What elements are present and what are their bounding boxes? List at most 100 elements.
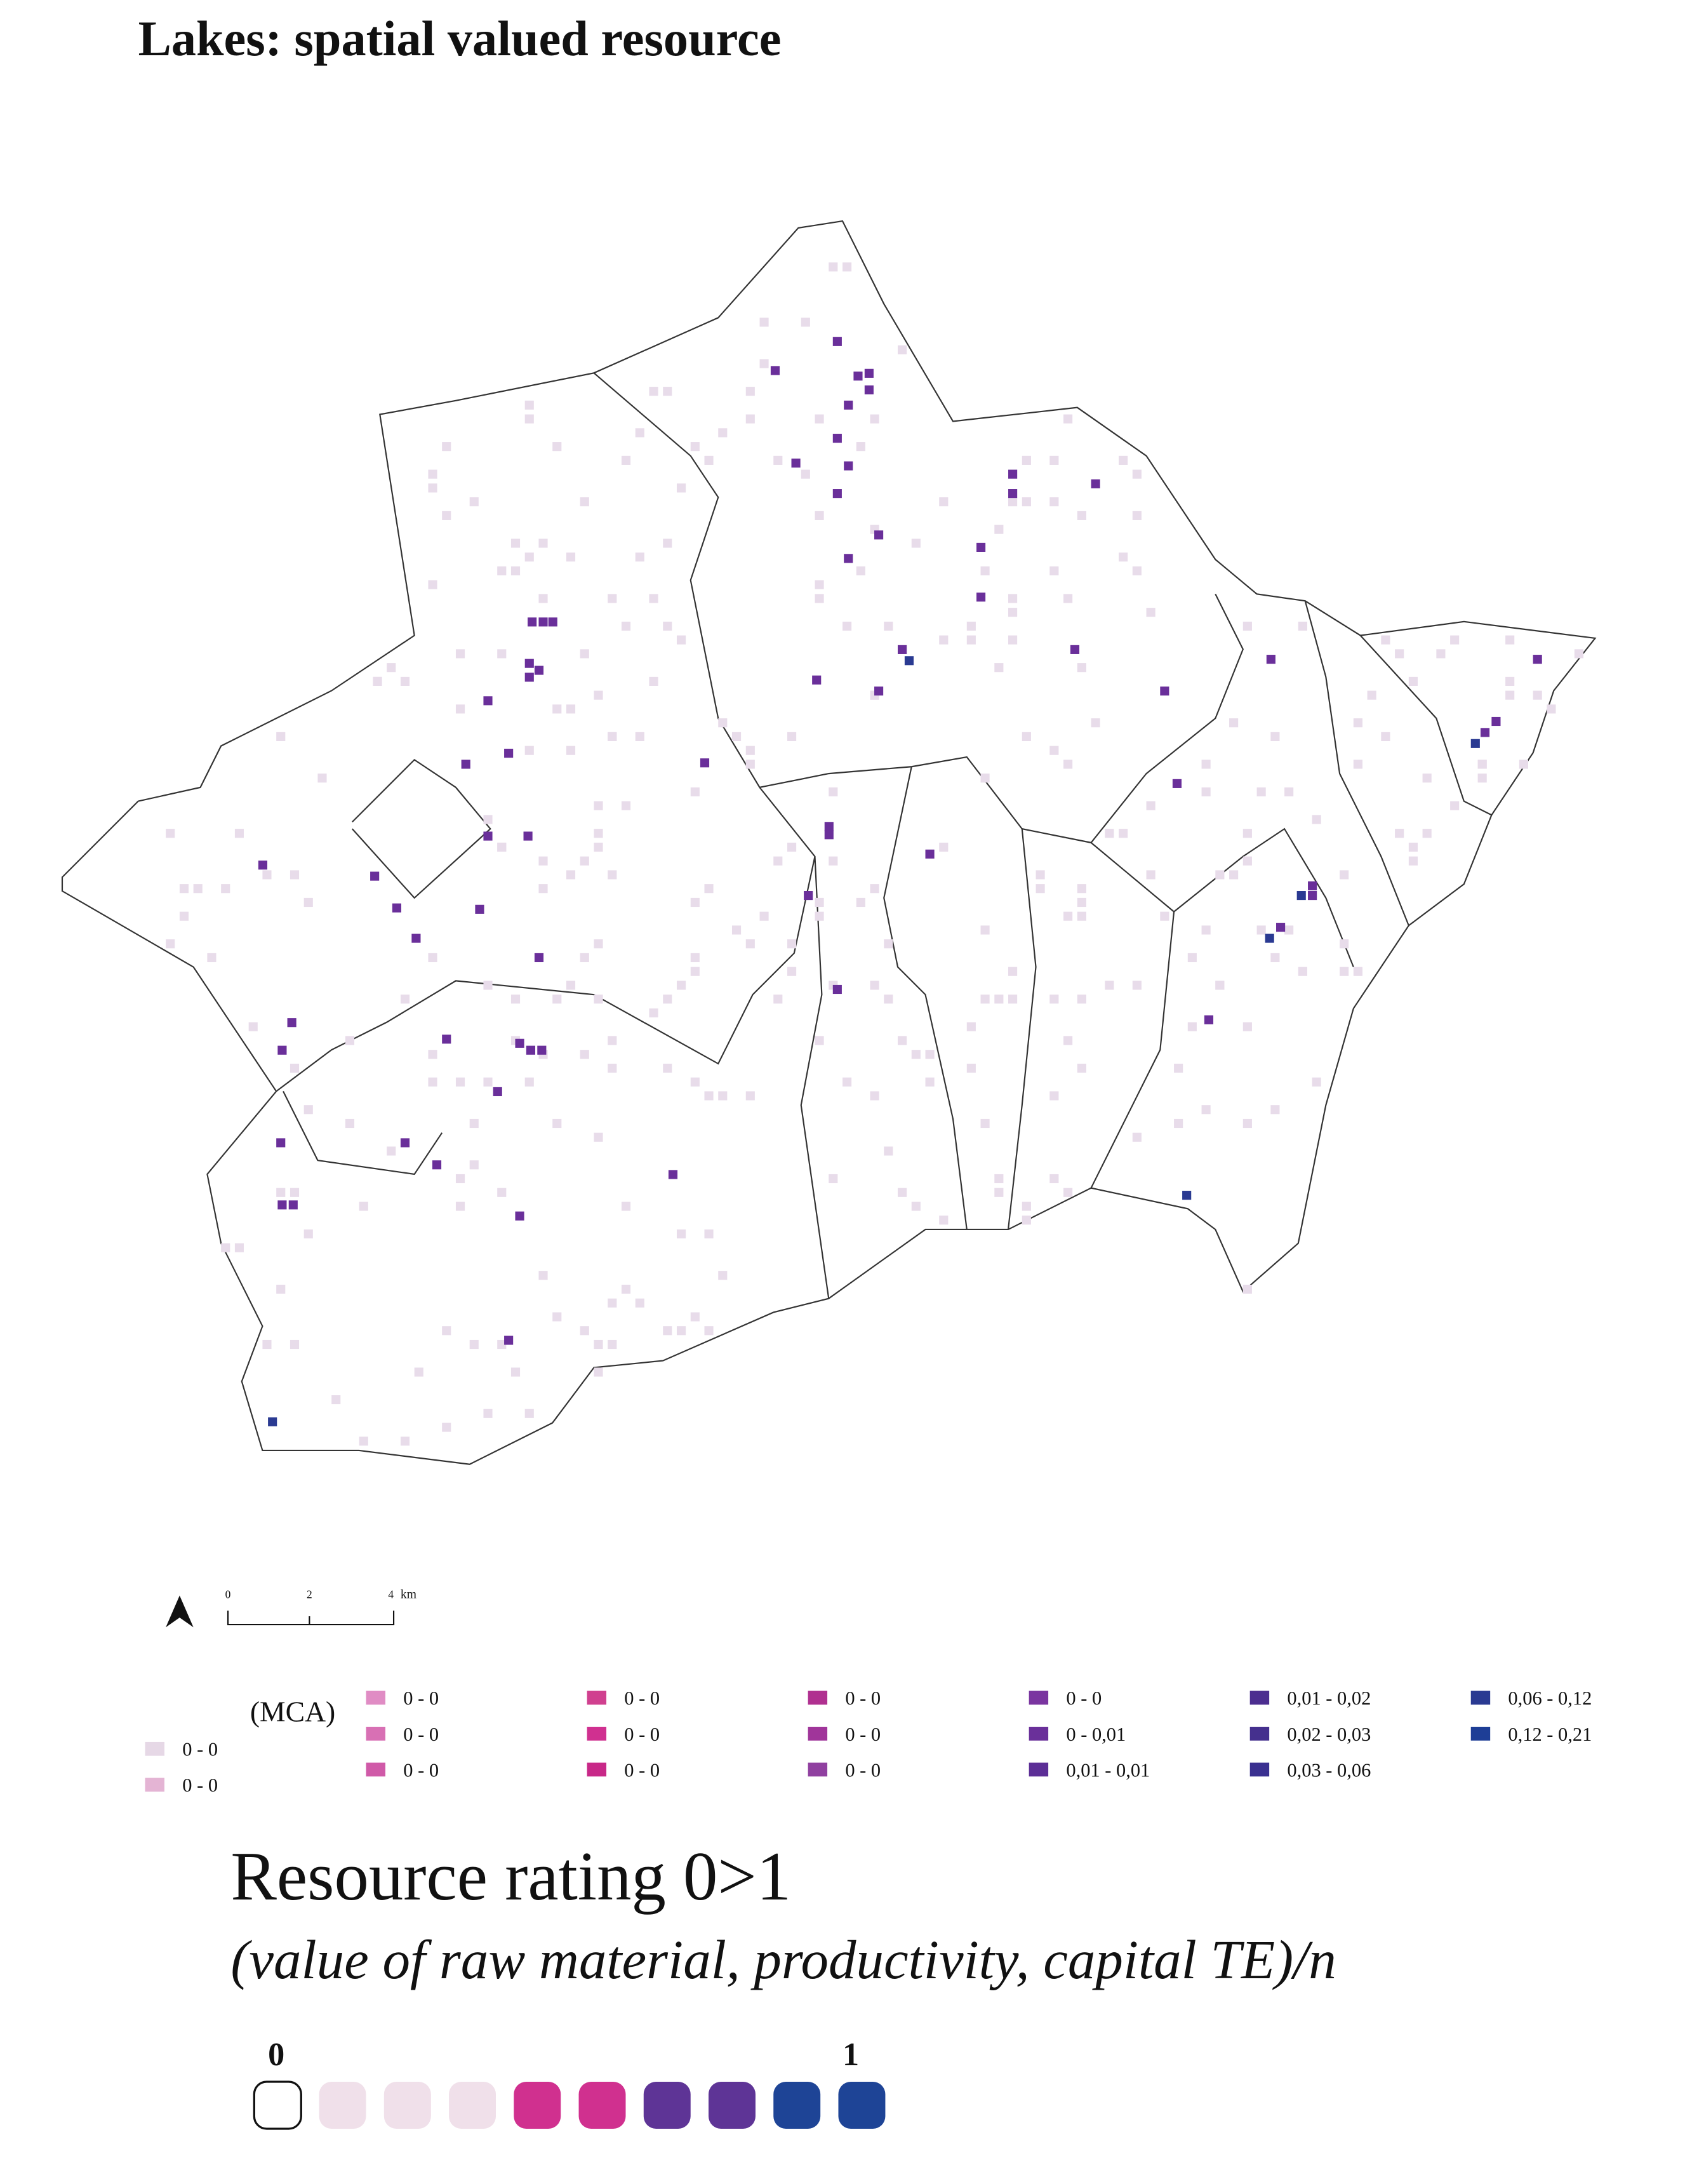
cell bbox=[1070, 645, 1080, 654]
cell bbox=[1547, 704, 1556, 714]
cell bbox=[939, 1216, 949, 1225]
cell bbox=[801, 318, 810, 327]
cell bbox=[526, 1045, 536, 1055]
north-arrow bbox=[166, 1595, 194, 1628]
cell bbox=[608, 732, 617, 741]
cell bbox=[414, 1367, 423, 1377]
cell bbox=[461, 760, 470, 769]
cell bbox=[1491, 716, 1501, 727]
cell bbox=[1174, 1063, 1183, 1073]
cell bbox=[504, 748, 514, 758]
cell bbox=[1298, 967, 1307, 976]
cell bbox=[469, 497, 479, 507]
cell bbox=[1308, 891, 1317, 901]
cell bbox=[856, 442, 865, 452]
cell bbox=[1008, 635, 1018, 645]
cell bbox=[1049, 746, 1059, 755]
map bbox=[61, 220, 1597, 1465]
cell bbox=[594, 939, 603, 949]
legend-item-label: 0,01 - 0,02 bbox=[1287, 1687, 1371, 1709]
cell bbox=[428, 469, 437, 479]
cell bbox=[980, 774, 990, 783]
cell bbox=[787, 939, 797, 949]
cell bbox=[221, 1243, 230, 1252]
cell bbox=[856, 897, 865, 908]
cell bbox=[497, 566, 507, 575]
legend-swatch bbox=[808, 1727, 828, 1741]
cell bbox=[455, 704, 465, 714]
cell bbox=[1201, 787, 1211, 797]
cell bbox=[166, 829, 175, 838]
cell bbox=[911, 1202, 921, 1211]
cell bbox=[976, 542, 986, 552]
cell bbox=[1242, 1022, 1252, 1031]
cell bbox=[1312, 815, 1321, 824]
cell bbox=[528, 617, 537, 627]
cell bbox=[1353, 967, 1362, 976]
cell bbox=[676, 635, 686, 645]
cell bbox=[773, 455, 783, 465]
legend-label: (MCA) bbox=[250, 1695, 335, 1727]
cell bbox=[497, 649, 507, 659]
cell bbox=[1008, 995, 1018, 1004]
cell bbox=[276, 1188, 286, 1197]
cell bbox=[580, 649, 589, 659]
cell bbox=[815, 580, 824, 589]
cell bbox=[400, 1437, 410, 1446]
cell bbox=[493, 1087, 502, 1097]
cell bbox=[745, 746, 755, 755]
cell bbox=[552, 704, 562, 714]
cell bbox=[966, 635, 976, 645]
cell bbox=[1174, 1118, 1183, 1129]
cell bbox=[1063, 1036, 1073, 1045]
rating-swatch bbox=[514, 2082, 561, 2129]
legend-swatch bbox=[1249, 1727, 1270, 1741]
cell bbox=[428, 1077, 437, 1087]
cell bbox=[1182, 1191, 1192, 1200]
legend-swatch bbox=[1470, 1691, 1491, 1705]
cell bbox=[801, 469, 810, 479]
cell bbox=[387, 1146, 396, 1156]
cell bbox=[1105, 829, 1114, 838]
legend-item-label: 0 - 0 bbox=[845, 1724, 881, 1745]
cell bbox=[566, 981, 576, 990]
cell bbox=[966, 1063, 976, 1073]
cell bbox=[773, 856, 783, 866]
cell bbox=[1077, 995, 1086, 1004]
cell bbox=[608, 1036, 617, 1045]
cell bbox=[994, 1174, 1004, 1184]
cell bbox=[1266, 655, 1275, 664]
cell bbox=[608, 1298, 617, 1308]
scale-tick: 2 bbox=[307, 1588, 312, 1601]
cell bbox=[1256, 925, 1266, 935]
cell bbox=[1049, 455, 1059, 465]
cell bbox=[428, 953, 437, 963]
cell bbox=[411, 934, 421, 943]
cell bbox=[277, 1200, 287, 1210]
cell bbox=[925, 1077, 935, 1087]
legend-item-label: 0,06 - 0,12 bbox=[1508, 1687, 1592, 1709]
cell bbox=[290, 1063, 300, 1073]
cell bbox=[1187, 1022, 1197, 1031]
cell bbox=[663, 539, 672, 548]
cell bbox=[663, 1063, 672, 1073]
cell bbox=[276, 1138, 286, 1148]
cell bbox=[649, 676, 658, 686]
cell bbox=[594, 1339, 603, 1350]
cell bbox=[524, 1409, 534, 1418]
cell bbox=[1063, 594, 1073, 603]
cell bbox=[676, 483, 686, 493]
cell bbox=[718, 1271, 728, 1280]
rating-swatch bbox=[643, 2082, 691, 2129]
cell bbox=[524, 746, 534, 755]
cell bbox=[387, 663, 396, 673]
cell bbox=[552, 442, 562, 452]
scale-tick: 4 bbox=[388, 1588, 394, 1601]
cell bbox=[497, 1188, 507, 1197]
cell bbox=[345, 1036, 355, 1045]
cell bbox=[1119, 455, 1128, 465]
cell bbox=[287, 1018, 296, 1028]
cell bbox=[594, 995, 603, 1004]
cell bbox=[483, 981, 493, 990]
cell bbox=[1276, 923, 1286, 932]
